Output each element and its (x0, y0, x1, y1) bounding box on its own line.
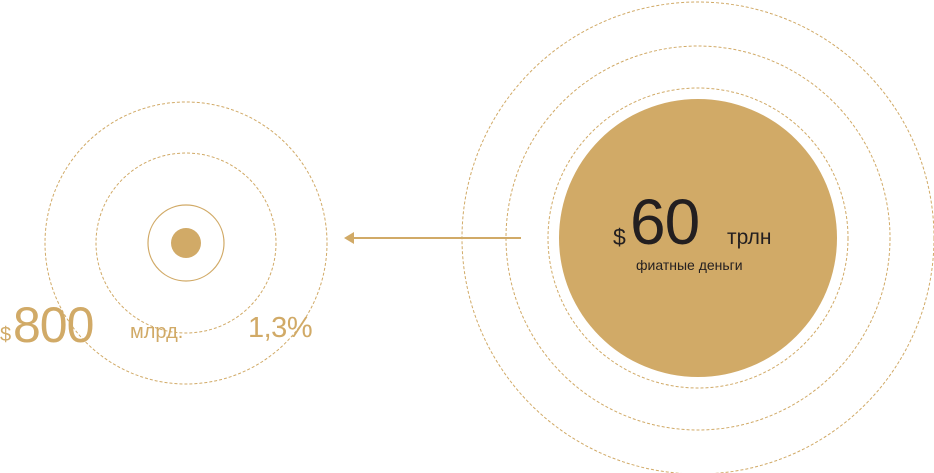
big-amount-unit: трлн (727, 226, 772, 249)
big-inner-ring (547, 87, 849, 389)
small-core-dot (171, 228, 201, 258)
arrow-left-icon (344, 232, 521, 244)
small-outer-ring (44, 101, 328, 385)
small-share-percent: 1,3% (248, 312, 313, 344)
small-amount-value: 800 (13, 297, 94, 353)
big-caption: фиатные деньги (636, 257, 743, 273)
big-amount-value: 60 (630, 186, 700, 258)
small-inner-ring (147, 204, 225, 282)
small-currency-symbol: $ (0, 324, 12, 346)
small-middle-ring (95, 152, 277, 334)
big-outer-ring (461, 1, 934, 473)
small-amount-unit: млрд. (130, 321, 184, 343)
big-currency-symbol: $ (613, 224, 626, 250)
big-middle-ring (505, 45, 891, 431)
big-core-disc (559, 99, 837, 377)
